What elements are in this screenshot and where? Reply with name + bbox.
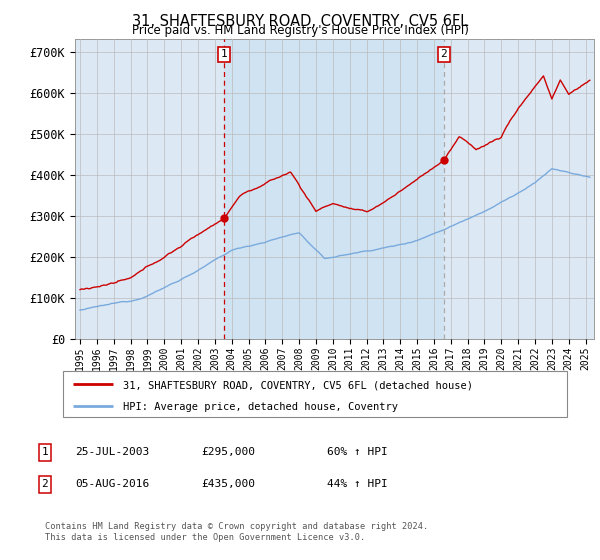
Text: 2: 2	[440, 49, 447, 59]
Text: 44% ↑ HPI: 44% ↑ HPI	[327, 479, 388, 489]
Text: £295,000: £295,000	[201, 447, 255, 458]
Text: 31, SHAFTESBURY ROAD, COVENTRY, CV5 6FL: 31, SHAFTESBURY ROAD, COVENTRY, CV5 6FL	[132, 14, 468, 29]
Text: 1: 1	[41, 447, 49, 458]
Text: £435,000: £435,000	[201, 479, 255, 489]
Text: Contains HM Land Registry data © Crown copyright and database right 2024.: Contains HM Land Registry data © Crown c…	[45, 522, 428, 531]
Text: 05-AUG-2016: 05-AUG-2016	[75, 479, 149, 489]
Text: 2: 2	[41, 479, 49, 489]
Text: 31, SHAFTESBURY ROAD, COVENTRY, CV5 6FL (detached house): 31, SHAFTESBURY ROAD, COVENTRY, CV5 6FL …	[124, 380, 473, 390]
Text: HPI: Average price, detached house, Coventry: HPI: Average price, detached house, Cove…	[124, 402, 398, 412]
Bar	[224, 39, 444, 339]
Text: Price paid vs. HM Land Registry's House Price Index (HPI): Price paid vs. HM Land Registry's House …	[131, 24, 469, 37]
Text: This data is licensed under the Open Government Licence v3.0.: This data is licensed under the Open Gov…	[45, 533, 365, 542]
Text: 60% ↑ HPI: 60% ↑ HPI	[327, 447, 388, 458]
FancyBboxPatch shape	[63, 371, 567, 417]
Text: 25-JUL-2003: 25-JUL-2003	[75, 447, 149, 458]
Text: 1: 1	[221, 49, 227, 59]
